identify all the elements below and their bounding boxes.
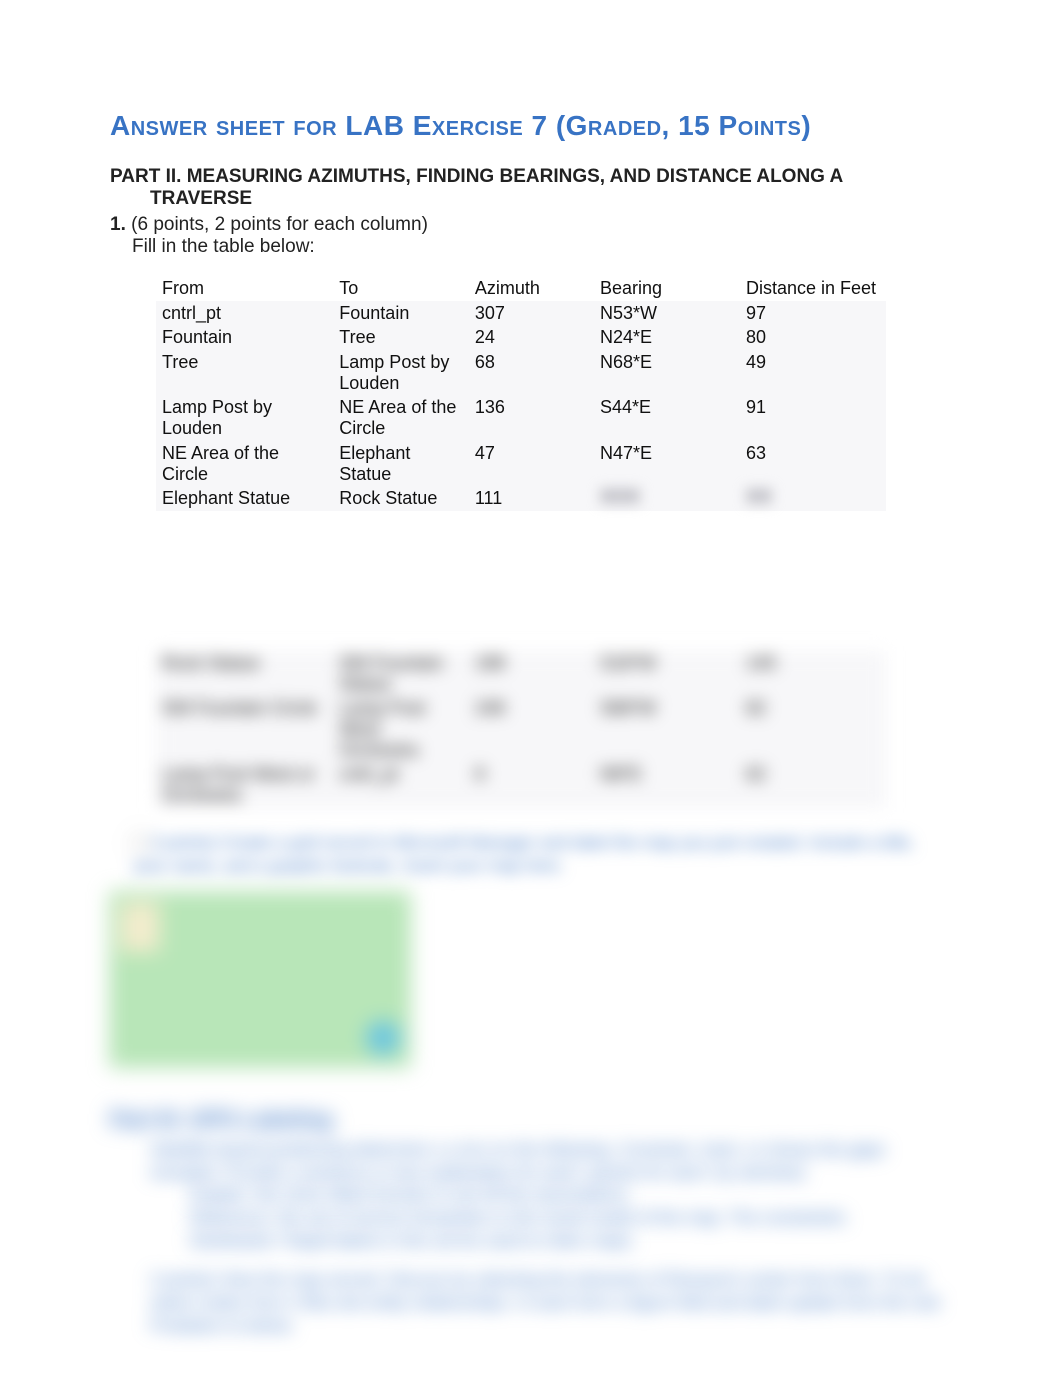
cell-bearing: N47*E xyxy=(594,441,740,486)
blurred-part3-c: Distributed / Rapid labels in this set b… xyxy=(190,1230,952,1253)
table-row: NE Area of the Circle Elephant Statue 47… xyxy=(156,441,886,486)
cell-az: 136 xyxy=(469,395,594,440)
table-row: Fountain Tree 24 N24*E 80 xyxy=(156,325,886,350)
cell-dist: 97 xyxy=(740,301,886,326)
page-title: Answer sheet for LAB Exercise 7 (Graded,… xyxy=(110,110,952,142)
question-line: 1. (6 points, 2 points for each column) xyxy=(110,214,952,236)
redacted-value xyxy=(746,488,772,504)
question-text: (6 points, 2 points for each column) xyxy=(131,214,428,235)
col-azimuth: Azimuth xyxy=(469,276,594,301)
blurred-part3-a: Explain: the clock offset function is se… xyxy=(190,1184,952,1207)
blurred-part3-para: Satellite-based positioning determine x-… xyxy=(150,1139,952,1185)
cell-dist: 62 xyxy=(740,762,886,807)
question-number: 1. xyxy=(110,214,126,235)
blurred-map-image xyxy=(110,892,410,1067)
cell-az: 111 xyxy=(469,486,594,511)
cell-to: Fountain xyxy=(333,301,469,326)
section-line-2: TRAVERSE xyxy=(110,188,952,210)
cell-az: 24 xyxy=(469,325,594,350)
cell-to: Lamp Post West Orchestra xyxy=(333,696,469,762)
col-bearing: Bearing xyxy=(594,276,740,301)
cell-bearing: S68*W xyxy=(594,696,740,762)
redacted-value xyxy=(600,488,640,504)
cell-bearing: N53*W xyxy=(594,301,740,326)
cell-bearing: N68*E xyxy=(594,350,740,395)
cell-az: 248 xyxy=(469,696,594,762)
cell-az: 198 xyxy=(469,651,594,696)
cell-az: 307 xyxy=(469,301,594,326)
question-fill: Fill in the table below: xyxy=(110,236,952,258)
blurred-table: Rock Statue SW Fountain Statue 198 S18*W… xyxy=(156,651,886,808)
answer-table: From To Azimuth Bearing Distance in Feet… xyxy=(156,276,886,511)
cell-to: Lamp Post by Louden xyxy=(333,350,469,395)
table-row: Elephant Statue Rock Statue 111 xyxy=(156,486,886,511)
cell-from: Tree xyxy=(156,350,333,395)
cell-az: 68 xyxy=(469,350,594,395)
table-row: Lamp Post by Louden NE Area of the Circl… xyxy=(156,395,886,440)
col-to: To xyxy=(333,276,469,301)
cell-bearing: S44*E xyxy=(594,395,740,440)
table-header-row: From To Azimuth Bearing Distance in Feet xyxy=(156,276,886,301)
cell-from: Rock Statue xyxy=(156,651,333,696)
table-row: Lamp Post West or Orchestra cntrl_pt 8 N… xyxy=(156,762,886,807)
question-number-2: 2. xyxy=(134,832,146,855)
blurred-part3-heading: Part III. GPS Labeling xyxy=(110,1107,952,1133)
cell-from: cntrl_pt xyxy=(156,301,333,326)
blurred-question-2: 2. 2 points) Create a grid record in Mic… xyxy=(134,832,952,878)
cell-from: Lamp Post by Louden xyxy=(156,395,333,440)
blurred-part3-para2: 2 points) View the map served. Discuss b… xyxy=(150,1269,952,1338)
table-row: SW Fountain Circle Lamp Post West Orches… xyxy=(156,696,886,762)
blurred-part3-b: Reference: the set of service forwarders… xyxy=(190,1207,952,1230)
section-heading: PART II. MEASURING AZIMUTHS, FINDING BEA… xyxy=(110,166,952,210)
table-row: Rock Statue SW Fountain Statue 198 S18*W… xyxy=(156,651,886,696)
cell-from: NE Area of the Circle xyxy=(156,441,333,486)
cell-bearing-redacted xyxy=(594,486,740,511)
cell-from: Fountain xyxy=(156,325,333,350)
page-root: Answer sheet for LAB Exercise 7 (Graded,… xyxy=(0,0,1062,1378)
col-distance: Distance in Feet xyxy=(740,276,886,301)
blurred-table-continuation: Rock Statue SW Fountain Statue 198 S18*W… xyxy=(156,651,886,808)
cell-dist: 82 xyxy=(740,696,886,762)
table-row: cntrl_pt Fountain 307 N53*W 97 xyxy=(156,301,886,326)
blurred-q2-text: 2 points) Create a grid record in Micros… xyxy=(134,833,914,875)
cell-dist: 63 xyxy=(740,441,886,486)
cell-dist-redacted xyxy=(740,486,886,511)
cell-from: Lamp Post West or Orchestra xyxy=(156,762,333,807)
cell-to: Tree xyxy=(333,325,469,350)
cell-dist: 80 xyxy=(740,325,886,350)
cell-bearing: S18*W xyxy=(594,651,740,696)
cell-to: cntrl_pt xyxy=(333,762,469,807)
cell-to: NE Area of the Circle xyxy=(333,395,469,440)
answer-table-wrap: From To Azimuth Bearing Distance in Feet… xyxy=(156,276,886,511)
cell-az: 47 xyxy=(469,441,594,486)
cell-bearing: N24*E xyxy=(594,325,740,350)
cell-to: Rock Statue xyxy=(333,486,469,511)
cell-dist: 49 xyxy=(740,350,886,395)
cell-bearing: N8*E xyxy=(594,762,740,807)
cell-from: Elephant Statue xyxy=(156,486,333,511)
cell-dist: 145 xyxy=(740,651,886,696)
cell-dist: 91 xyxy=(740,395,886,440)
col-from: From xyxy=(156,276,333,301)
cell-to: Elephant Statue xyxy=(333,441,469,486)
section-line-1: PART II. MEASURING AZIMUTHS, FINDING BEA… xyxy=(110,166,843,187)
table-row: Tree Lamp Post by Louden 68 N68*E 49 xyxy=(156,350,886,395)
cell-to: SW Fountain Statue xyxy=(333,651,469,696)
cell-az: 8 xyxy=(469,762,594,807)
cell-from: SW Fountain Circle xyxy=(156,696,333,762)
